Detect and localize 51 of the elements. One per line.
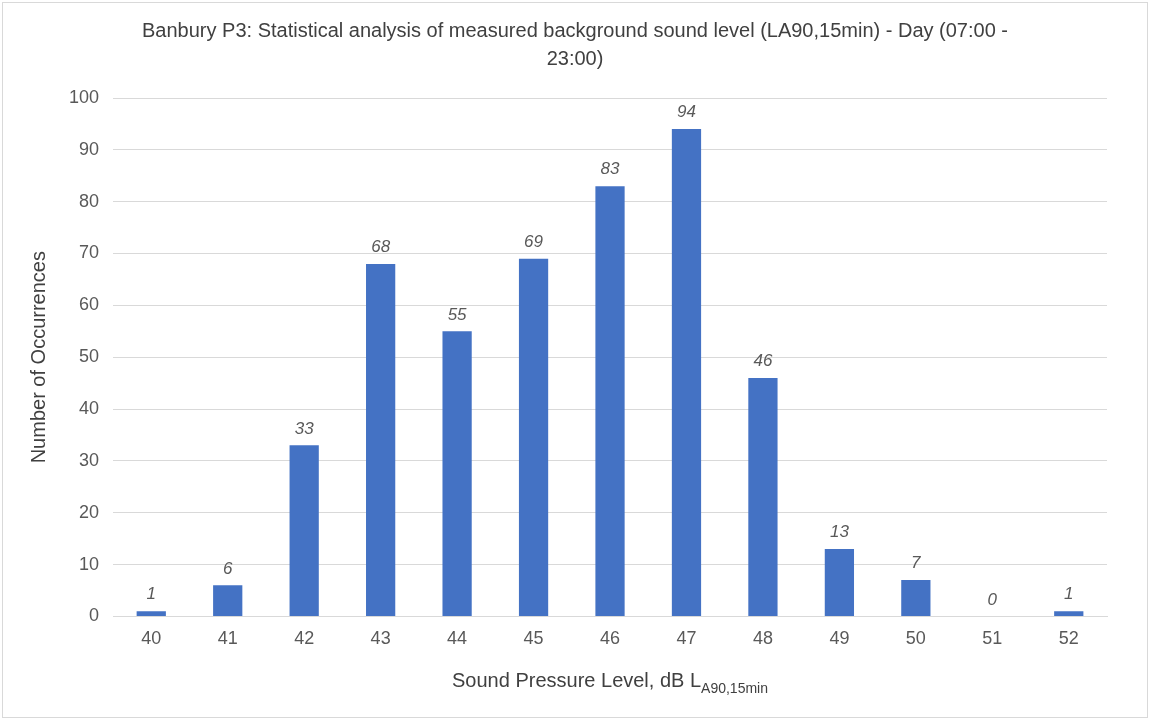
x-tick-label: 49	[829, 628, 850, 649]
data-label: 1	[146, 584, 156, 604]
bar	[748, 377, 778, 616]
bar	[289, 445, 319, 616]
y-tick-label: 20	[79, 501, 100, 522]
y-tick-label: 100	[68, 86, 100, 107]
data-label: 83	[600, 159, 621, 179]
x-tick-label: 40	[141, 628, 162, 649]
data-label: 68	[371, 237, 391, 257]
data-label: 13	[829, 522, 850, 542]
y-tick-label: 80	[79, 190, 100, 211]
data-label: 0	[987, 589, 998, 609]
data-label: 33	[294, 418, 315, 438]
x-tick-label: 42	[294, 628, 315, 649]
bar	[1054, 611, 1084, 616]
bar	[442, 331, 472, 616]
y-tick-label: 30	[79, 449, 100, 470]
x-tick-label: 45	[523, 628, 544, 649]
bar	[366, 263, 396, 616]
y-tick-label: 90	[79, 138, 100, 159]
y-axis-title: Number of Occurrences	[26, 251, 49, 464]
x-tick-label: 47	[676, 628, 697, 649]
data-label: 1	[1064, 584, 1074, 604]
y-tick-label: 50	[79, 346, 100, 367]
bar	[671, 129, 702, 616]
y-tick-label: 10	[79, 553, 100, 574]
bar	[136, 611, 166, 616]
bar	[213, 585, 243, 616]
x-tick-label: 50	[905, 628, 926, 649]
data-label: 46	[753, 351, 773, 371]
x-tick-label: 43	[370, 628, 391, 649]
bar	[901, 580, 931, 616]
x-tick-label: 44	[447, 628, 468, 649]
y-tick-label: 70	[79, 242, 100, 263]
chart-title: Banbury P3: Statistical analysis of measured background sound level (LA90,15min) - Day (07:00 - 23:00)	[141, 18, 1009, 69]
x-tick-label: 51	[982, 628, 1003, 649]
data-label: 55	[447, 304, 468, 324]
data-label: 94	[677, 102, 696, 122]
x-tick-label: 41	[217, 628, 238, 649]
data-label: 7	[911, 553, 922, 573]
x-tick-label: 48	[752, 628, 773, 649]
x-tick-label: 52	[1058, 628, 1079, 649]
bar	[518, 258, 549, 616]
data-label: 6	[222, 558, 233, 578]
y-tick-label: 0	[89, 605, 100, 626]
data-label: 69	[524, 231, 544, 251]
x-tick-label: 46	[600, 628, 621, 649]
y-tick-label: 60	[79, 294, 100, 315]
y-tick-label: 40	[79, 398, 100, 419]
bar	[824, 549, 855, 616]
bar	[595, 186, 625, 616]
